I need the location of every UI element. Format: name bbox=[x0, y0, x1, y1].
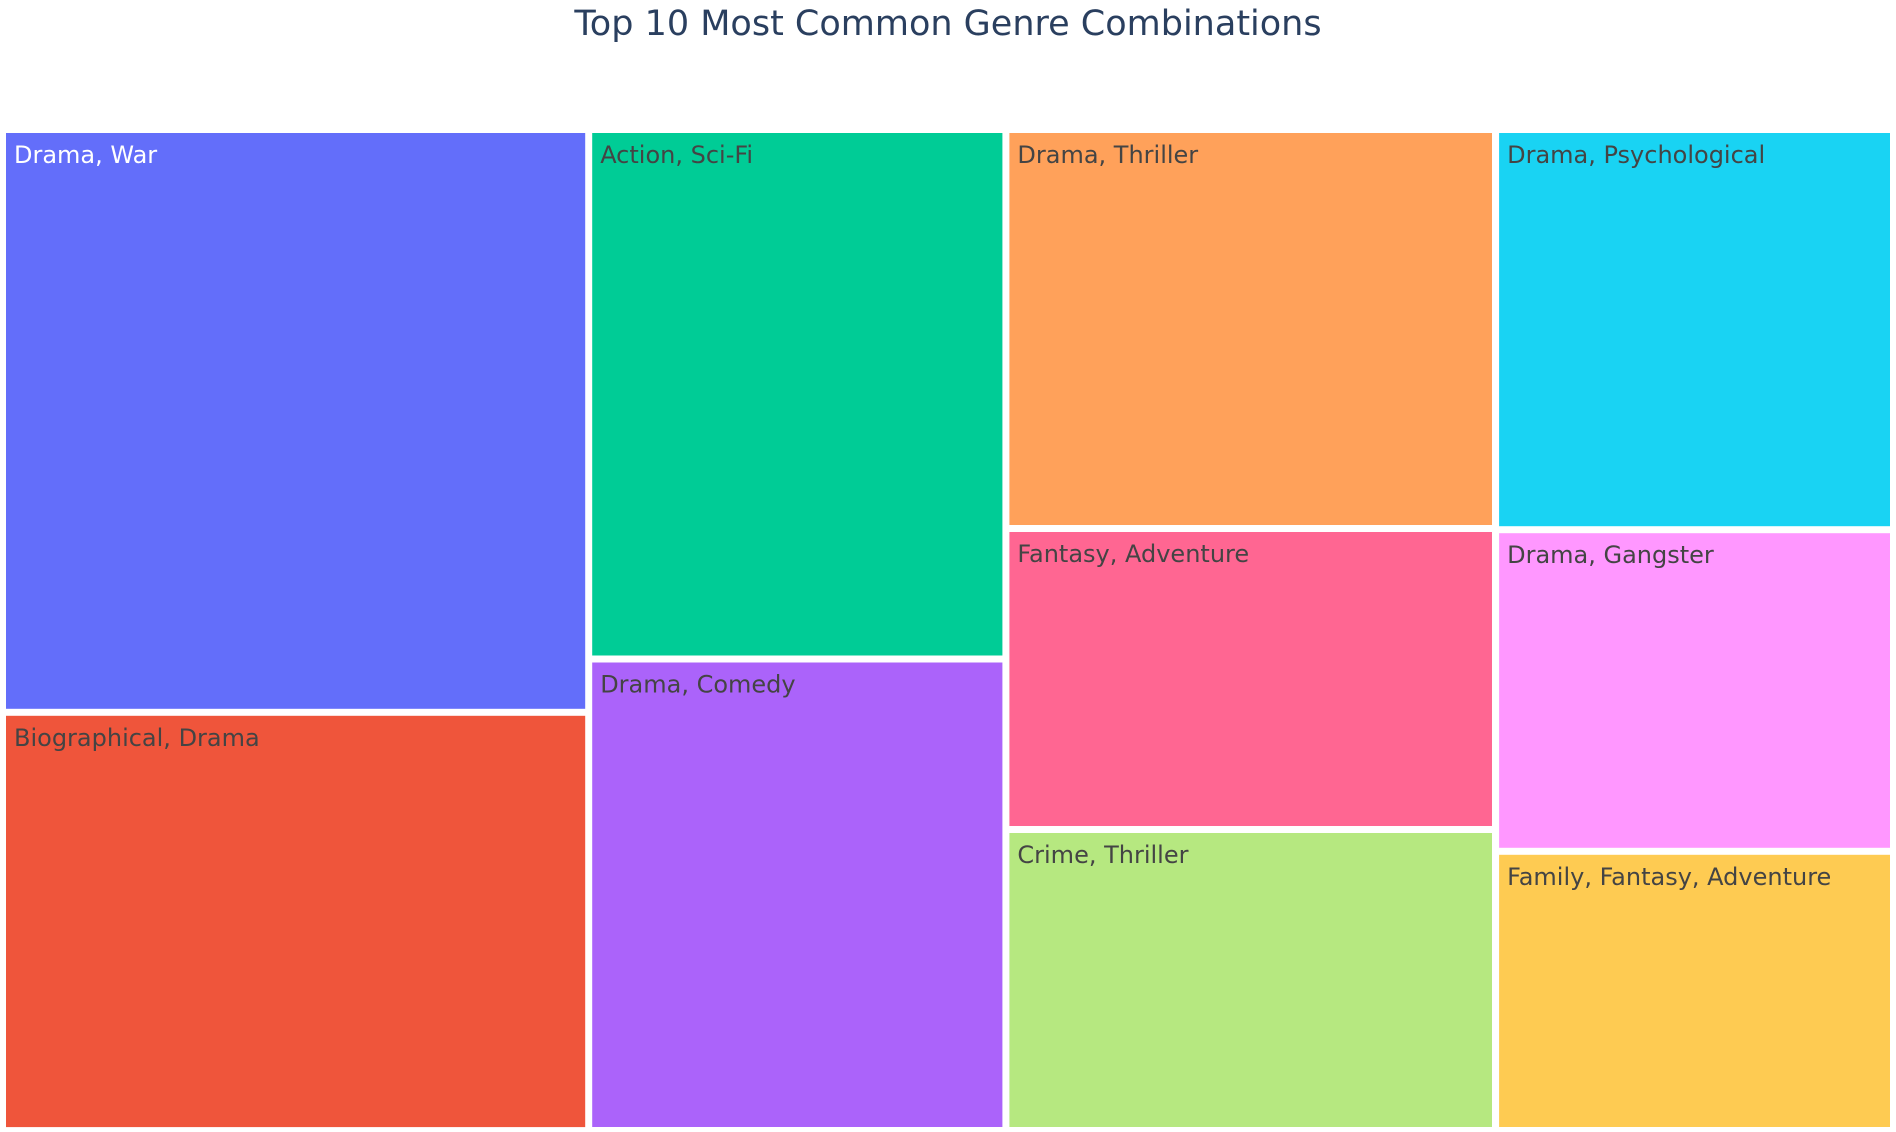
treemap-tile-label: Drama, Psychological bbox=[1507, 141, 1765, 169]
treemap-tile[interactable]: Family, Fantasy, Adventure bbox=[1499, 854, 1890, 1127]
treemap-tile-label: Drama, Thriller bbox=[1017, 141, 1198, 169]
treemap-tile-label: Fantasy, Adventure bbox=[1017, 540, 1249, 568]
treemap-tile-label: Family, Fantasy, Adventure bbox=[1507, 863, 1831, 891]
treemap-tile[interactable]: Biographical, Drama bbox=[6, 715, 586, 1128]
treemap-tile-rect[interactable] bbox=[1499, 133, 1890, 527]
treemap-tile[interactable]: Drama, Gangster bbox=[1499, 533, 1890, 848]
treemap-tile-rect[interactable] bbox=[592, 133, 1003, 656]
treemap-tile[interactable]: Crime, Thriller bbox=[1009, 833, 1492, 1127]
treemap-tile[interactable]: Action, Sci-Fi bbox=[592, 133, 1003, 656]
treemap-tile-rect[interactable] bbox=[1009, 133, 1492, 525]
treemap-tile-rect[interactable] bbox=[6, 715, 586, 1128]
treemap-tile-rect[interactable] bbox=[592, 662, 1003, 1128]
treemap-tile[interactable]: Drama, Comedy bbox=[592, 662, 1003, 1128]
treemap-tile-label: Drama, War bbox=[14, 141, 157, 169]
treemap-tile[interactable]: Drama, War bbox=[6, 133, 586, 709]
treemap-tile-rect[interactable] bbox=[1009, 532, 1492, 826]
treemap-tile[interactable]: Fantasy, Adventure bbox=[1009, 532, 1492, 826]
treemap-tile-label: Drama, Comedy bbox=[600, 671, 795, 699]
treemap-tile[interactable]: Drama, Psychological bbox=[1499, 133, 1890, 527]
treemap-tile-rect[interactable] bbox=[1499, 533, 1890, 848]
treemap-tile-label: Biographical, Drama bbox=[14, 724, 260, 752]
treemap-tile-label: Action, Sci-Fi bbox=[600, 141, 753, 169]
chart-title: Top 10 Most Common Genre Combinations bbox=[574, 4, 1322, 44]
treemap-tile-rect[interactable] bbox=[1499, 854, 1890, 1127]
treemap-tile-rect[interactable] bbox=[6, 133, 586, 709]
treemap-tile[interactable]: Drama, Thriller bbox=[1009, 133, 1492, 525]
treemap-tile-label: Crime, Thriller bbox=[1017, 841, 1188, 869]
treemap-tile-rect[interactable] bbox=[1009, 833, 1492, 1127]
treemap-tile-label: Drama, Gangster bbox=[1507, 541, 1714, 569]
